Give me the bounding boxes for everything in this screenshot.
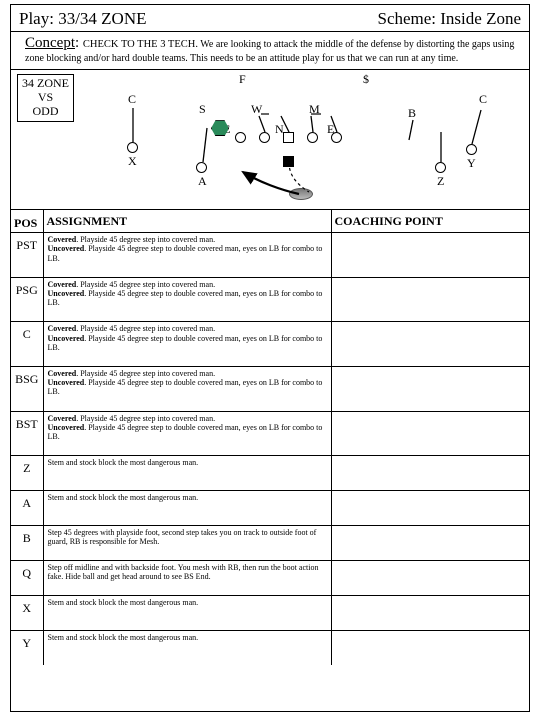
diagram: 34 ZONE VS ODD F $ C C S W M B E N E X A… [11, 70, 529, 210]
assignment-table: POS ASSIGNMENT COACHING POINT PST Covere… [11, 210, 529, 665]
play-card: Play: 33/34 ZONE Scheme: Inside Zone Con… [10, 4, 530, 712]
col-assign: ASSIGNMENT [43, 210, 331, 233]
table-row: A Stem and stock block the most dangerou… [11, 490, 529, 525]
play-title: Play: 33/34 ZONE [19, 9, 147, 29]
q-assign: Step off midline and with backside foot.… [43, 561, 331, 596]
table-row: Q Step off midline and with backside foo… [11, 561, 529, 596]
z-assign: Stem and stock block the most dangerous … [43, 456, 331, 491]
table-row: BST Covered. Playside 45 degree step int… [11, 411, 529, 456]
psg-assign: Covered. Playside 45 degree step into co… [43, 277, 331, 322]
table-row: B Step 45 degrees with playside foot, se… [11, 525, 529, 560]
b-assign: Step 45 degrees with playside foot, seco… [43, 525, 331, 560]
table-row: PSG Covered. Playside 45 degree step int… [11, 277, 529, 322]
concept-sub: CHECK TO THE 3 TECH. [83, 39, 198, 50]
table-row: X Stem and stock block the most dangerou… [11, 596, 529, 631]
col-coach: COACHING POINT [331, 210, 529, 233]
table-row: BSG Covered. Playside 45 degree step int… [11, 366, 529, 411]
a-assign: Stem and stock block the most dangerous … [43, 490, 331, 525]
table-row: Y Stem and stock block the most dangerou… [11, 631, 529, 665]
bsg-assign: Covered. Playside 45 degree step into co… [43, 366, 331, 411]
bst-assign: Covered. Playside 45 degree step into co… [43, 411, 331, 456]
table-row: PST Covered. Playside 45 degree step int… [11, 233, 529, 278]
table-row: Z Stem and stock block the most dangerou… [11, 456, 529, 491]
col-pos: POS [11, 210, 43, 233]
pst-assign: Covered. Playside 45 degree step into co… [43, 233, 331, 278]
lines [11, 70, 531, 210]
concept-label: Concept [25, 35, 75, 51]
scheme-title: Scheme: Inside Zone [377, 9, 521, 29]
x-assign: Stem and stock block the most dangerous … [43, 596, 331, 631]
concept-block: Concept: CHECK TO THE 3 TECH. We are loo… [11, 32, 529, 70]
table-row: C Covered. Playside 45 degree step into … [11, 322, 529, 367]
y-assign: Stem and stock block the most dangerous … [43, 631, 331, 665]
c-assign: Covered. Playside 45 degree step into co… [43, 322, 331, 367]
header: Play: 33/34 ZONE Scheme: Inside Zone [11, 5, 529, 32]
